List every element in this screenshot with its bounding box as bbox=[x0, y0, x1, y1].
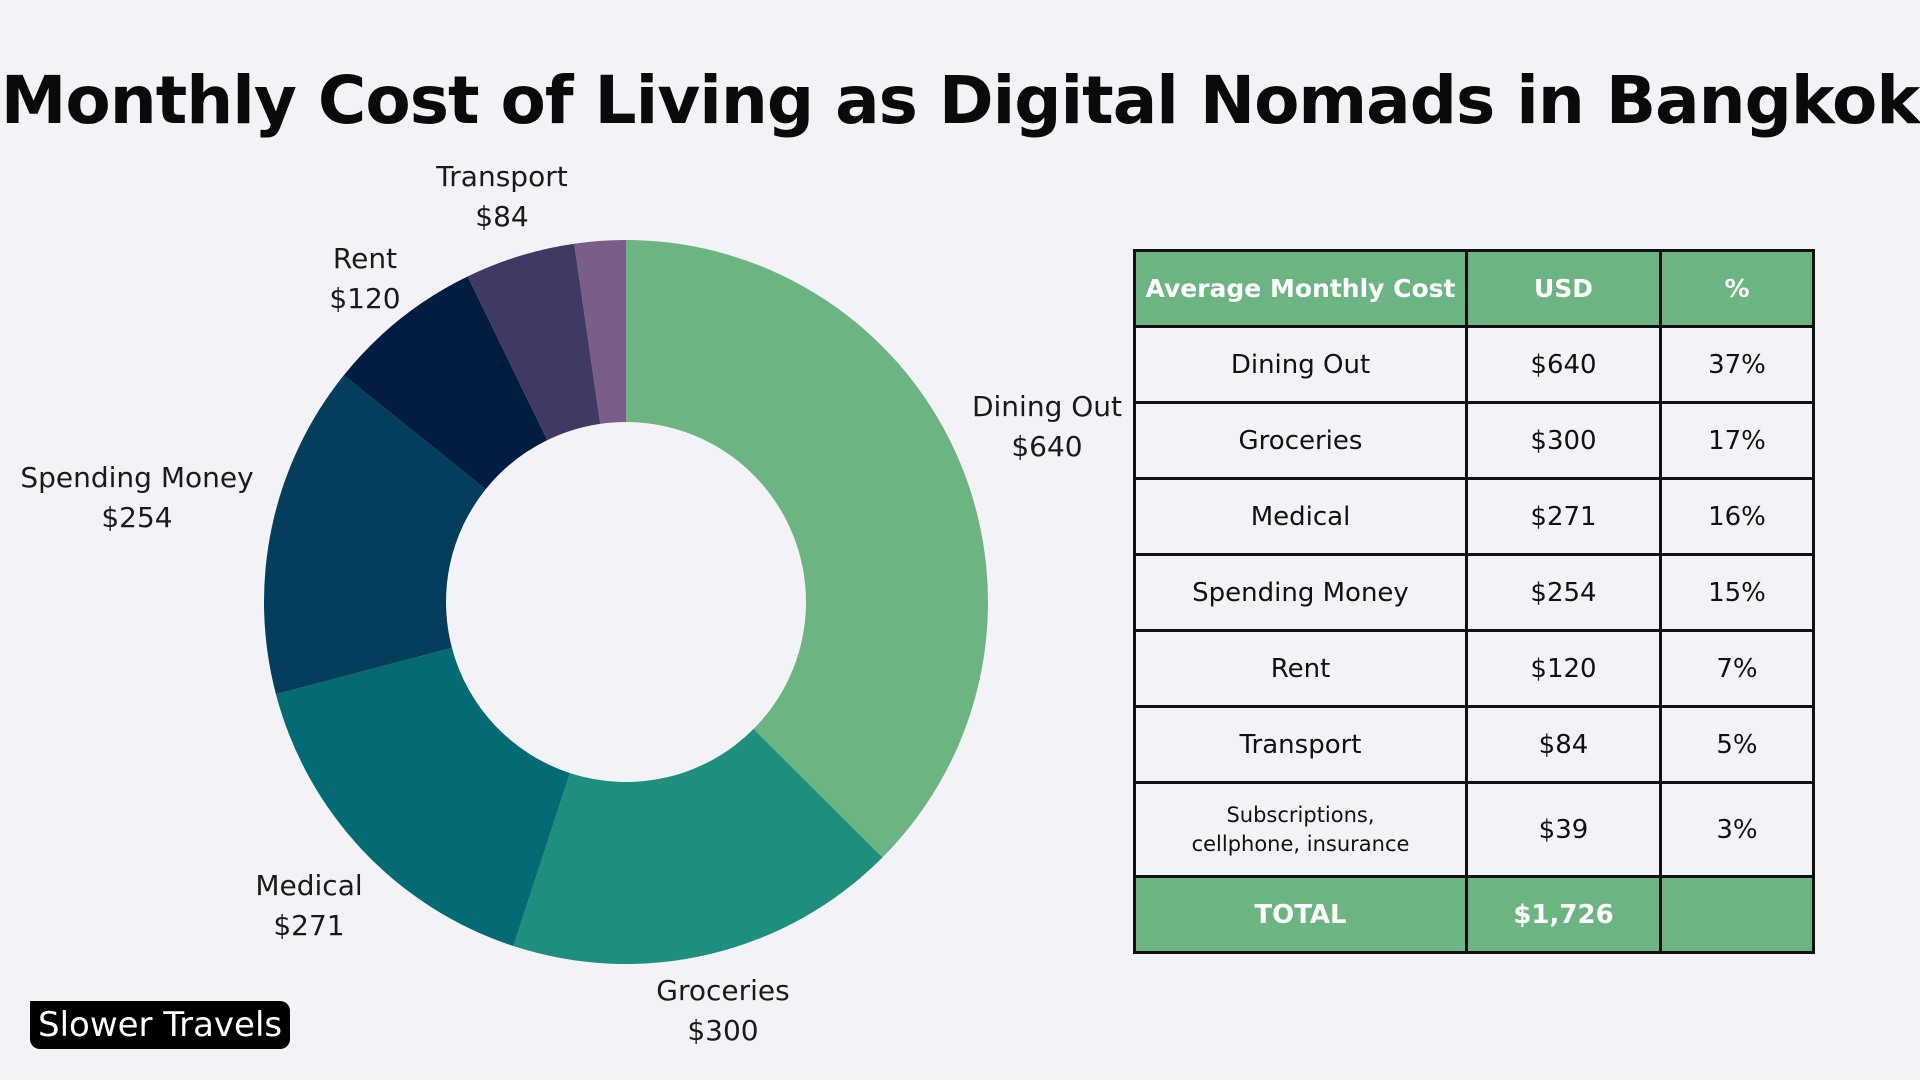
table-total-label: TOTAL bbox=[1133, 875, 1468, 954]
slice-label-dining-out-value: $640 bbox=[1011, 430, 1083, 463]
donut-slice-spending-money bbox=[264, 375, 486, 695]
donut-slice-rent bbox=[343, 276, 548, 490]
table-cell-percent: 5% bbox=[1659, 705, 1815, 784]
table-total-row: TOTAL $1,726 bbox=[1133, 875, 1815, 954]
table-row: Dining Out $640 37% bbox=[1133, 325, 1815, 404]
table-header-usd: USD bbox=[1465, 249, 1662, 328]
donut-slice-groceries bbox=[513, 729, 883, 964]
table-cell-usd: $84 bbox=[1465, 705, 1662, 784]
slice-label-medical-name: Medical bbox=[255, 869, 363, 902]
table-cell-usd: $39 bbox=[1465, 781, 1662, 878]
slice-label-rent-name: Rent bbox=[332, 242, 398, 275]
table-row: Groceries $300 17% bbox=[1133, 401, 1815, 480]
slice-label-groceries-name: Groceries bbox=[656, 974, 790, 1007]
table-cell-percent: 7% bbox=[1659, 629, 1815, 708]
table-cell-percent: 3% bbox=[1659, 781, 1815, 878]
brand-logo: Slower Travels bbox=[30, 1001, 291, 1049]
slice-label-rent: Rent $120 bbox=[329, 239, 400, 319]
table-cell-category: Medical bbox=[1133, 477, 1468, 556]
table-total-usd: $1,726 bbox=[1465, 875, 1662, 954]
cost-table: Average Monthly Cost USD % Dining Out $6… bbox=[1133, 249, 1815, 954]
table-cell-usd: $271 bbox=[1465, 477, 1662, 556]
table-cell-percent: 16% bbox=[1659, 477, 1815, 556]
table-cell-usd: $254 bbox=[1465, 553, 1662, 632]
table-cell-category: Dining Out bbox=[1133, 325, 1468, 404]
table-cell-category: Groceries bbox=[1133, 401, 1468, 480]
table-total-percent bbox=[1659, 875, 1815, 954]
slice-label-spending-money-value: $254 bbox=[101, 501, 173, 534]
slice-label-transport-value: $84 bbox=[475, 200, 529, 233]
table-row: Spending Money $254 15% bbox=[1133, 553, 1815, 632]
table-cell-category: Subscriptions, cellphone, insurance bbox=[1133, 781, 1468, 878]
table-cell-usd: $300 bbox=[1465, 401, 1662, 480]
table-row: Transport $84 5% bbox=[1133, 705, 1815, 784]
table-header-cost: Average Monthly Cost bbox=[1133, 249, 1468, 328]
slice-label-dining-out: Dining Out $640 bbox=[972, 387, 1122, 467]
table-header-percent: % bbox=[1659, 249, 1815, 328]
table-cell-usd: $120 bbox=[1465, 629, 1662, 708]
table-row: Medical $271 16% bbox=[1133, 477, 1815, 556]
table-cell-percent: 17% bbox=[1659, 401, 1815, 480]
table-header-row: Average Monthly Cost USD % bbox=[1133, 249, 1815, 328]
slice-label-dining-out-name: Dining Out bbox=[971, 390, 1123, 423]
slice-label-transport-name: Transport bbox=[436, 160, 568, 193]
table-cell-category: Spending Money bbox=[1133, 553, 1468, 632]
table-cell-percent: 37% bbox=[1659, 325, 1815, 404]
slice-label-spending-money-name: Spending Money bbox=[20, 461, 254, 494]
table-cell-category: Rent bbox=[1133, 629, 1468, 708]
donut-slice-subscriptions-cellphone-insurance bbox=[574, 240, 626, 424]
table-row: Subscriptions, cellphone, insurance $39 … bbox=[1133, 781, 1815, 878]
slice-label-rent-value: $120 bbox=[329, 282, 401, 315]
slice-label-transport: Transport $84 bbox=[436, 157, 567, 237]
table-row: Rent $120 7% bbox=[1133, 629, 1815, 708]
donut-chart bbox=[264, 240, 989, 964]
table-cell-percent: 15% bbox=[1659, 553, 1815, 632]
donut-slice-transport bbox=[467, 243, 601, 441]
slice-label-groceries-value: $300 bbox=[687, 1014, 759, 1047]
table-cell-category: Transport bbox=[1133, 705, 1468, 784]
slice-label-medical-value: $271 bbox=[273, 909, 345, 942]
slice-label-medical: Medical $271 bbox=[255, 866, 362, 946]
slice-label-spending-money: Spending Money $254 bbox=[20, 458, 253, 538]
chart-title: Monthly Cost of Living as Digital Nomads… bbox=[0, 62, 1920, 139]
donut-slice-medical bbox=[275, 647, 570, 947]
donut-slice-dining-out bbox=[626, 240, 989, 858]
table-cell-usd: $640 bbox=[1465, 325, 1662, 404]
slice-label-groceries: Groceries $300 bbox=[656, 971, 789, 1051]
